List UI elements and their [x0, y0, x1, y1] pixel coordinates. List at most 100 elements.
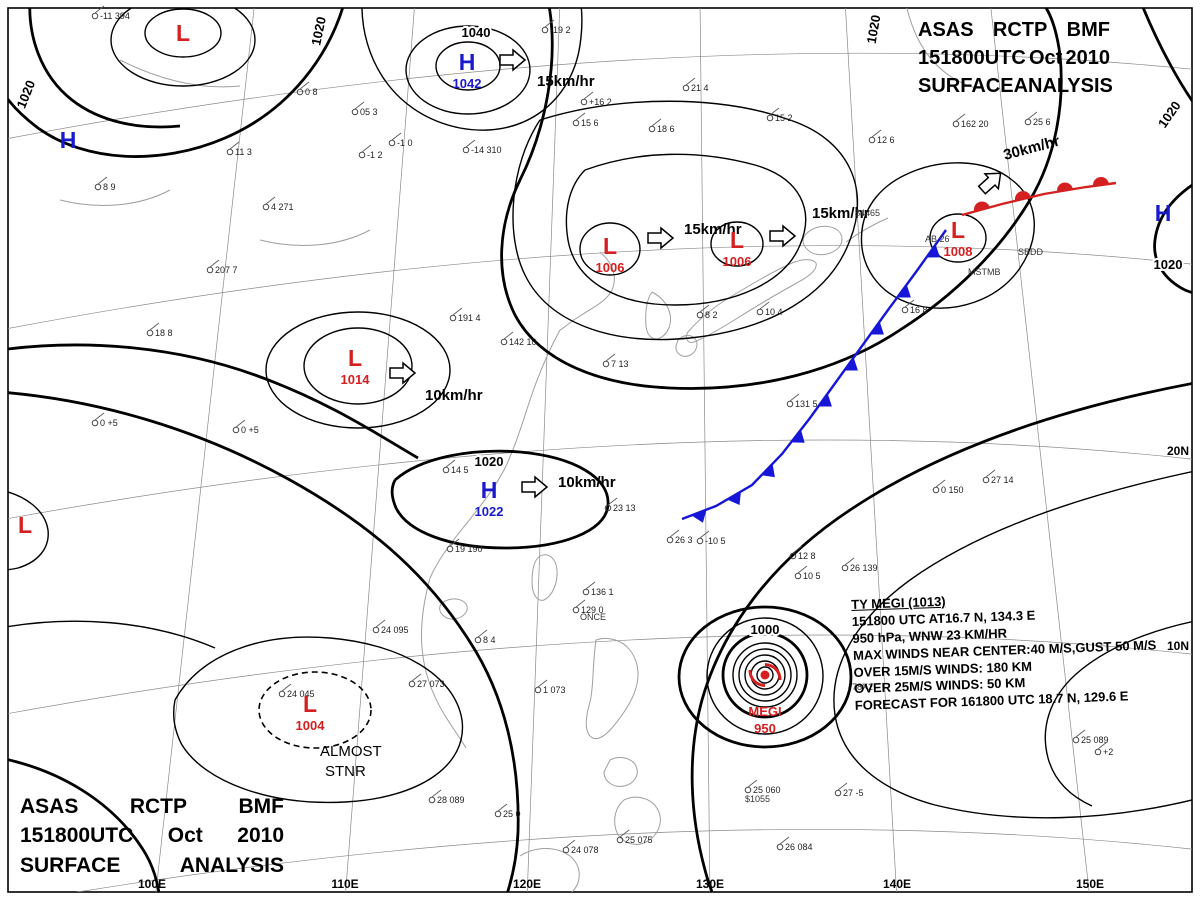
station-plot: 12 6: [868, 129, 895, 145]
station-plot: 19 190: [446, 538, 483, 554]
longitude-label: 150E: [1076, 877, 1104, 891]
svg-text:142 10: 142 10: [509, 337, 537, 347]
station-plot: 16 8: [901, 299, 928, 315]
svg-text:+16 2: +16 2: [589, 97, 612, 107]
svg-text:-1 0: -1 0: [397, 138, 413, 148]
svg-text:1014: 1014: [341, 372, 371, 387]
station-plot: 0 8: [296, 81, 318, 97]
svg-text:129 0: 129 0: [581, 605, 604, 615]
station-plot: +16 2: [580, 91, 612, 107]
map-annotation: AB 26: [925, 234, 950, 244]
station-plot: 15 6: [572, 112, 599, 128]
svg-text:27 073: 27 073: [417, 679, 445, 689]
station-plot: -19 2: [541, 19, 571, 35]
warm-front-pip: [974, 201, 990, 212]
map-frame: [7, 7, 1193, 893]
svg-text:1042: 1042: [453, 76, 482, 91]
station-plot: 12 8: [789, 545, 816, 561]
movement-arrow-icon: [499, 48, 527, 72]
svg-text:207 7: 207 7: [215, 265, 238, 275]
station-plot: 11 3: [226, 141, 252, 157]
map-annotation: ONCE: [580, 612, 606, 622]
movement-arrow-icon: [389, 361, 417, 385]
station-plot: 191 4: [449, 307, 481, 323]
station-plot: 18 6: [648, 118, 675, 134]
station-plot: 25 0: [494, 803, 521, 819]
warm-front-pip: [1093, 177, 1109, 187]
map-labels: -11 394 11 3 4 271 8 9 18 8 207 7 0 8 05 3 -1 2 -…: [11, 5, 1189, 891]
warm-front-pip: [1057, 182, 1073, 192]
isobar-label: 1000: [751, 622, 780, 637]
station-plot: +2: [1094, 741, 1113, 757]
station-plot: 26 3: [666, 529, 693, 545]
cold-front-pip: [870, 321, 884, 335]
typhoon-name-label: MEGI: [748, 704, 781, 719]
station-plot: 14 5: [442, 459, 469, 475]
station-plot: 0 +5: [91, 412, 118, 428]
movement-speed-label: 15km/hr: [812, 205, 870, 222]
svg-text:25 6: 25 6: [1033, 117, 1051, 127]
svg-text:28 089: 28 089: [437, 795, 465, 805]
title-line-1: ASAS RCTP BMF: [918, 19, 1110, 41]
station-plot: -1 0: [388, 132, 413, 148]
station-plot: 0 +5: [232, 419, 259, 435]
svg-text:1022: 1022: [475, 504, 504, 519]
title-block-top-right: ASAS RCTP BMF 151800UTC Oct 2010 SURFACE ANAL…: [918, 16, 1113, 100]
typhoon-info-block: TY MEGI (1013) 151800 UTC AT16.7 N, 134.…: [851, 585, 1191, 715]
map-annotation: 78X2: [852, 682, 873, 692]
svg-text:27 14: 27 14: [991, 475, 1014, 485]
map-annotation: ALMOST: [320, 743, 382, 760]
svg-text:23 13: 23 13: [613, 503, 636, 513]
svg-text:7 13: 7 13: [611, 359, 629, 369]
movement-arrow-icon: [647, 226, 675, 250]
cold-front-pip: [844, 357, 858, 371]
cold-front-pip: [727, 491, 741, 506]
svg-text:136 1: 136 1: [591, 587, 614, 597]
station-plot: 8 2: [696, 304, 718, 320]
svg-text:-14 310: -14 310: [471, 145, 502, 155]
isobar-label: 1020: [1155, 98, 1184, 130]
movement-arrow-icon: [977, 172, 1002, 195]
title-line-1: ASAS RCTP BMF: [20, 795, 284, 818]
title-line-2: 151800UTC Oct 2010: [918, 47, 1110, 69]
station-plot: 131 5: [786, 393, 818, 409]
svg-text:25 075: 25 075: [625, 835, 653, 845]
svg-text:131 5: 131 5: [795, 399, 818, 409]
svg-text:24 078: 24 078: [571, 845, 599, 855]
title-line-2: 151800UTC Oct 2010: [20, 824, 284, 848]
cold-front-pip: [818, 393, 832, 407]
station-plot: 8 9: [94, 176, 116, 192]
svg-text:1006: 1006: [596, 260, 625, 275]
title-block-bottom-left: ASAS RCTP BMF 151800UTC Oct 2010 SURFACE ANAL…: [20, 792, 284, 880]
warm-front: [961, 177, 1117, 217]
typhoon-pressure-label: 950: [754, 721, 776, 736]
station-plot: 10 5: [794, 565, 821, 581]
title-line-3: SURFACE ANALYSIS: [918, 75, 1113, 97]
svg-text:0 8: 0 8: [305, 87, 318, 97]
station-plot: 21 4: [682, 77, 709, 93]
isobar-label: 1020: [864, 14, 884, 45]
station-plot: 1 073: [534, 679, 566, 695]
cold-front-pip: [691, 509, 707, 523]
svg-text:0 150: 0 150: [941, 485, 964, 495]
station-plot: 23 13: [604, 497, 636, 513]
svg-text:1 073: 1 073: [543, 685, 566, 695]
svg-text:L: L: [176, 20, 190, 46]
svg-text:L: L: [730, 227, 744, 253]
isobar-label: 1020: [475, 454, 504, 469]
fronts: [681, 177, 1117, 523]
svg-text:1006: 1006: [723, 254, 752, 269]
svg-text:21 4: 21 4: [691, 83, 709, 93]
svg-text:H: H: [459, 49, 476, 75]
station-plot: 142 10: [500, 331, 537, 347]
station-plot: 24 078: [562, 839, 599, 855]
movement-arrow-icon: [769, 224, 797, 248]
svg-text:+2: +2: [1103, 747, 1113, 757]
station-plot: 25 6: [1024, 111, 1051, 127]
